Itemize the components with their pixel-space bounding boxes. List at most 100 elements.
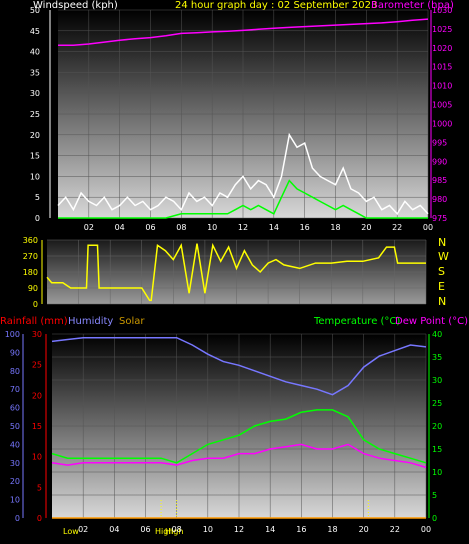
- baro-tick-label: 1005: [432, 101, 452, 110]
- x-tick-label: 14: [269, 223, 279, 232]
- temp-tick-label: 30: [432, 376, 442, 385]
- wind-tick-label: 0: [35, 214, 40, 223]
- temp-tick-label: 5: [432, 491, 437, 500]
- x-tick-label: 06: [145, 223, 155, 232]
- humidity-tick-label: 40: [10, 440, 20, 449]
- wind-tick-label: 30: [30, 89, 40, 98]
- x-tick-label: 12: [238, 223, 248, 232]
- low-tide-label: Low: [63, 527, 79, 536]
- dir-tick-label: 0: [33, 300, 38, 309]
- x-tick-label: 02: [84, 223, 94, 232]
- x-tick-label: 08: [172, 525, 182, 534]
- dir-tick-label: 180: [23, 268, 38, 277]
- humidity-tick-label: 20: [10, 477, 20, 486]
- temp-tick-label: 40: [432, 330, 442, 339]
- x-tick-label: 18: [327, 525, 337, 534]
- baro-tick-label: 1025: [432, 25, 452, 34]
- humidity-tick-label: 70: [10, 385, 20, 394]
- wind-tick-label: 35: [30, 68, 40, 77]
- wind-tick-label: 50: [30, 6, 40, 15]
- barometer-axis-title: Barometer (hpa): [371, 0, 454, 11]
- baro-tick-label: 1030: [432, 6, 452, 15]
- baro-tick-label: 995: [432, 138, 447, 147]
- x-tick-label: 16: [300, 223, 310, 232]
- x-tick-label: 18: [330, 223, 340, 232]
- humidity-tick-label: 100: [5, 330, 20, 339]
- dewpoint-legend: Dew Point (°C): [395, 316, 469, 327]
- humidity-series: [51, 336, 427, 396]
- x-tick-label: 14: [265, 525, 275, 534]
- x-tick-label: 08: [176, 223, 186, 232]
- wind-dir-letter-w: W: [438, 250, 449, 263]
- temperature-legend: Temperature (°C): [314, 316, 401, 327]
- windspeed-axis-title: Windspeed (kph): [33, 0, 118, 11]
- baro-tick-label: 975: [432, 214, 447, 223]
- wind-tick-label: 15: [30, 152, 40, 161]
- humidity-legend: Humidity: [68, 316, 114, 327]
- x-tick-label: 06: [140, 525, 150, 534]
- baro-tick-label: 1020: [432, 44, 452, 53]
- wind-tick-label: 25: [30, 110, 40, 119]
- temp-tick-label: 15: [432, 445, 442, 454]
- dewpoint-series: [51, 443, 427, 469]
- rain-tick-label: 5: [37, 483, 42, 492]
- baro-tick-label: 1015: [432, 63, 452, 72]
- wind-tick-label: 5: [35, 193, 40, 202]
- baro-tick-label: 985: [432, 176, 447, 185]
- x-tick-label: 20: [361, 223, 371, 232]
- baro-tick-label: 990: [432, 157, 447, 166]
- temp-tick-label: 20: [432, 422, 442, 431]
- rain-tick-label: 30: [32, 330, 42, 339]
- temp-tick-label: 35: [432, 353, 442, 362]
- humidity-tick-label: 10: [10, 496, 20, 505]
- rain-tick-label: 10: [32, 453, 42, 462]
- wind-dir-series: [46, 242, 426, 302]
- x-tick-label: 04: [109, 525, 119, 534]
- rainfall-legend: Rainfall (mm): [0, 316, 68, 327]
- x-tick-label: 22: [392, 223, 402, 232]
- rain-tick-label: 20: [32, 391, 42, 400]
- wind-avg-series: [58, 179, 428, 219]
- x-tick-label: 00: [421, 525, 431, 534]
- wind-dir-letter-n-bottom: N: [438, 295, 447, 308]
- humidity-tick-label: 0: [15, 514, 20, 523]
- x-tick-label: 16: [296, 525, 306, 534]
- chart-title: 24 hour graph day : 02 September 2023: [175, 0, 378, 11]
- x-tick-label: 10: [203, 525, 213, 534]
- x-tick-label: 20: [359, 525, 369, 534]
- temp-tick-label: 0: [432, 514, 437, 523]
- x-tick-label: 02: [78, 525, 88, 534]
- wind-tick-label: 10: [30, 172, 40, 181]
- baro-tick-label: 1010: [432, 82, 452, 91]
- dir-tick-label: 360: [23, 236, 38, 245]
- x-tick-label: 10: [207, 223, 217, 232]
- x-tick-label: 22: [390, 525, 400, 534]
- x-tick-label: 00: [423, 223, 433, 232]
- wind-dir-letter-s: S: [438, 265, 445, 278]
- barometer-series: [58, 18, 429, 46]
- temp-tick-label: 10: [432, 468, 442, 477]
- high-tide-label-1: High: [155, 527, 174, 536]
- humidity-tick-label: 50: [10, 422, 20, 431]
- temp-tick-label: 25: [432, 399, 442, 408]
- baro-tick-label: 1000: [432, 119, 452, 128]
- wind-tick-label: 40: [30, 48, 40, 57]
- wind-dir-letter-n-top: N: [438, 236, 447, 249]
- high-tide-label-2: High: [165, 527, 184, 536]
- rain-tick-label: 25: [32, 361, 42, 370]
- humidity-tick-label: 80: [10, 367, 20, 376]
- humidity-tick-label: 60: [10, 404, 20, 413]
- dir-tick-label: 270: [23, 252, 38, 261]
- temp-humidity-panel: 0510152025303540010203040506070809010005…: [5, 330, 442, 534]
- rain-tick-label: 0: [37, 514, 42, 523]
- x-tick-label: 12: [234, 525, 244, 534]
- humidity-tick-label: 90: [10, 348, 20, 357]
- x-tick-label: 04: [115, 223, 125, 232]
- dir-tick-label: 90: [28, 284, 38, 293]
- solar-legend: Solar: [119, 316, 145, 327]
- temperature-series: [51, 409, 427, 464]
- humidity-tick-label: 30: [10, 459, 20, 468]
- baro-tick-label: 980: [432, 195, 447, 204]
- wind-tick-label: 20: [30, 131, 40, 140]
